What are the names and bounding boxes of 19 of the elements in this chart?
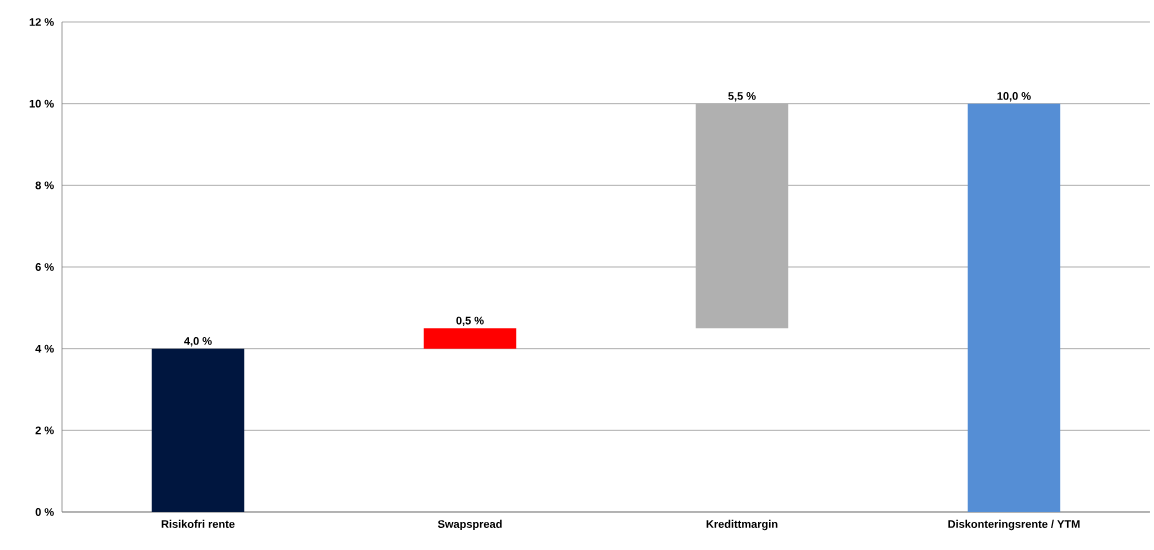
x-tick-label: Diskonteringsrente / YTM [948, 519, 1080, 531]
bar [695, 103, 789, 329]
bar [423, 328, 517, 349]
y-tick-label: 10 % [29, 99, 54, 108]
x-tick-label: Swapspread [437, 519, 502, 531]
bar [151, 348, 245, 512]
y-tick-label: 2 % [35, 426, 54, 435]
y-tick-label: 12 % [29, 18, 54, 26]
y-tick-label: 4 % [35, 344, 54, 353]
y-tick-label: 8 % [35, 181, 54, 190]
x-tick-label: Risikofri rente [161, 519, 235, 528]
y-tick-label: 6 % [35, 263, 54, 271]
data-label: 5,5 % [728, 92, 756, 102]
data-label: 10,0 % [997, 92, 1031, 102]
bar [967, 103, 1061, 512]
data-label: 0,5 % [456, 316, 484, 327]
y-tick-label: 0 % [35, 508, 54, 516]
x-tick-label: Kredittmargin [706, 519, 778, 531]
data-label: 4,0 % [184, 337, 212, 347]
